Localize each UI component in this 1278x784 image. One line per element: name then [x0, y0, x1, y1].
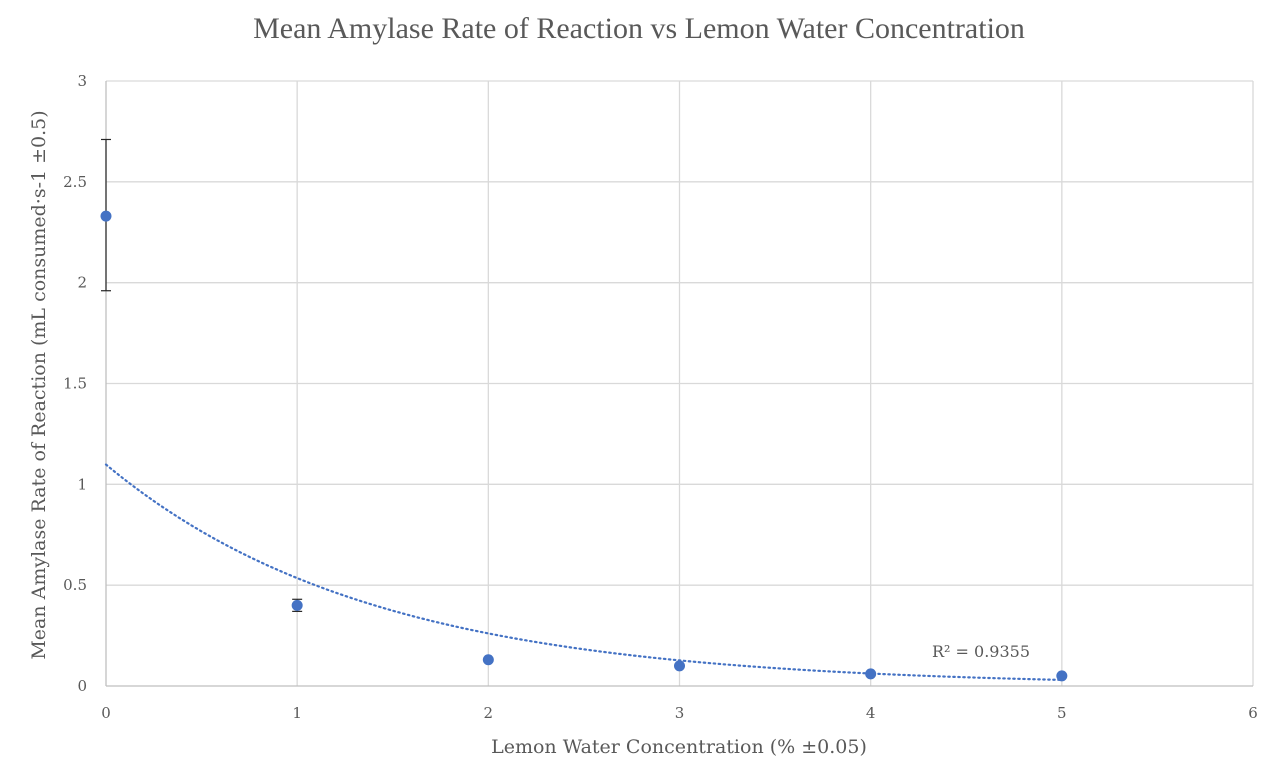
label-layer: Lemon Water Concentration (% ±0.05) Mean… [28, 110, 1030, 758]
data-point [100, 210, 112, 222]
chart-title: Mean Amylase Rate of Reaction vs Lemon W… [253, 12, 1025, 45]
error-bar-layer [101, 138, 303, 612]
trendline-layer [104, 463, 1063, 682]
y-tick-label: 0 [77, 677, 87, 695]
x-tick-label: 1 [292, 704, 302, 722]
data-point [291, 599, 303, 611]
y-tick-label: 1.5 [63, 375, 87, 393]
data-point [1056, 670, 1068, 682]
x-tick-label: 6 [1248, 704, 1258, 722]
trendline-r2-label: R² = 0.9355 [932, 642, 1030, 661]
trendline [104, 463, 1063, 682]
y-axis-title: Mean Amylase Rate of Reaction (mL consum… [28, 110, 50, 659]
x-tick-label: 3 [675, 704, 685, 722]
point-layer [100, 210, 1068, 682]
data-point [865, 668, 877, 680]
y-tick-label: 2 [77, 274, 87, 292]
axis-layer: 0 0.5 1 1.5 2 2.5 3 0 1 2 3 4 5 6 [63, 72, 1258, 722]
y-tick-label: 3 [77, 72, 87, 90]
x-tick-label: 4 [866, 704, 876, 722]
data-point [482, 654, 494, 666]
y-tick-label: 1 [77, 475, 87, 493]
x-tick-label: 5 [1057, 704, 1067, 722]
x-axis-title: Lemon Water Concentration (% ±0.05) [491, 736, 867, 758]
data-point [674, 660, 685, 672]
y-tick-label: 0.5 [63, 576, 87, 594]
x-tick-label: 2 [484, 704, 494, 722]
x-tick-label: 0 [101, 704, 111, 722]
y-tick-label: 2.5 [63, 173, 87, 191]
grid-layer [106, 80, 1254, 686]
